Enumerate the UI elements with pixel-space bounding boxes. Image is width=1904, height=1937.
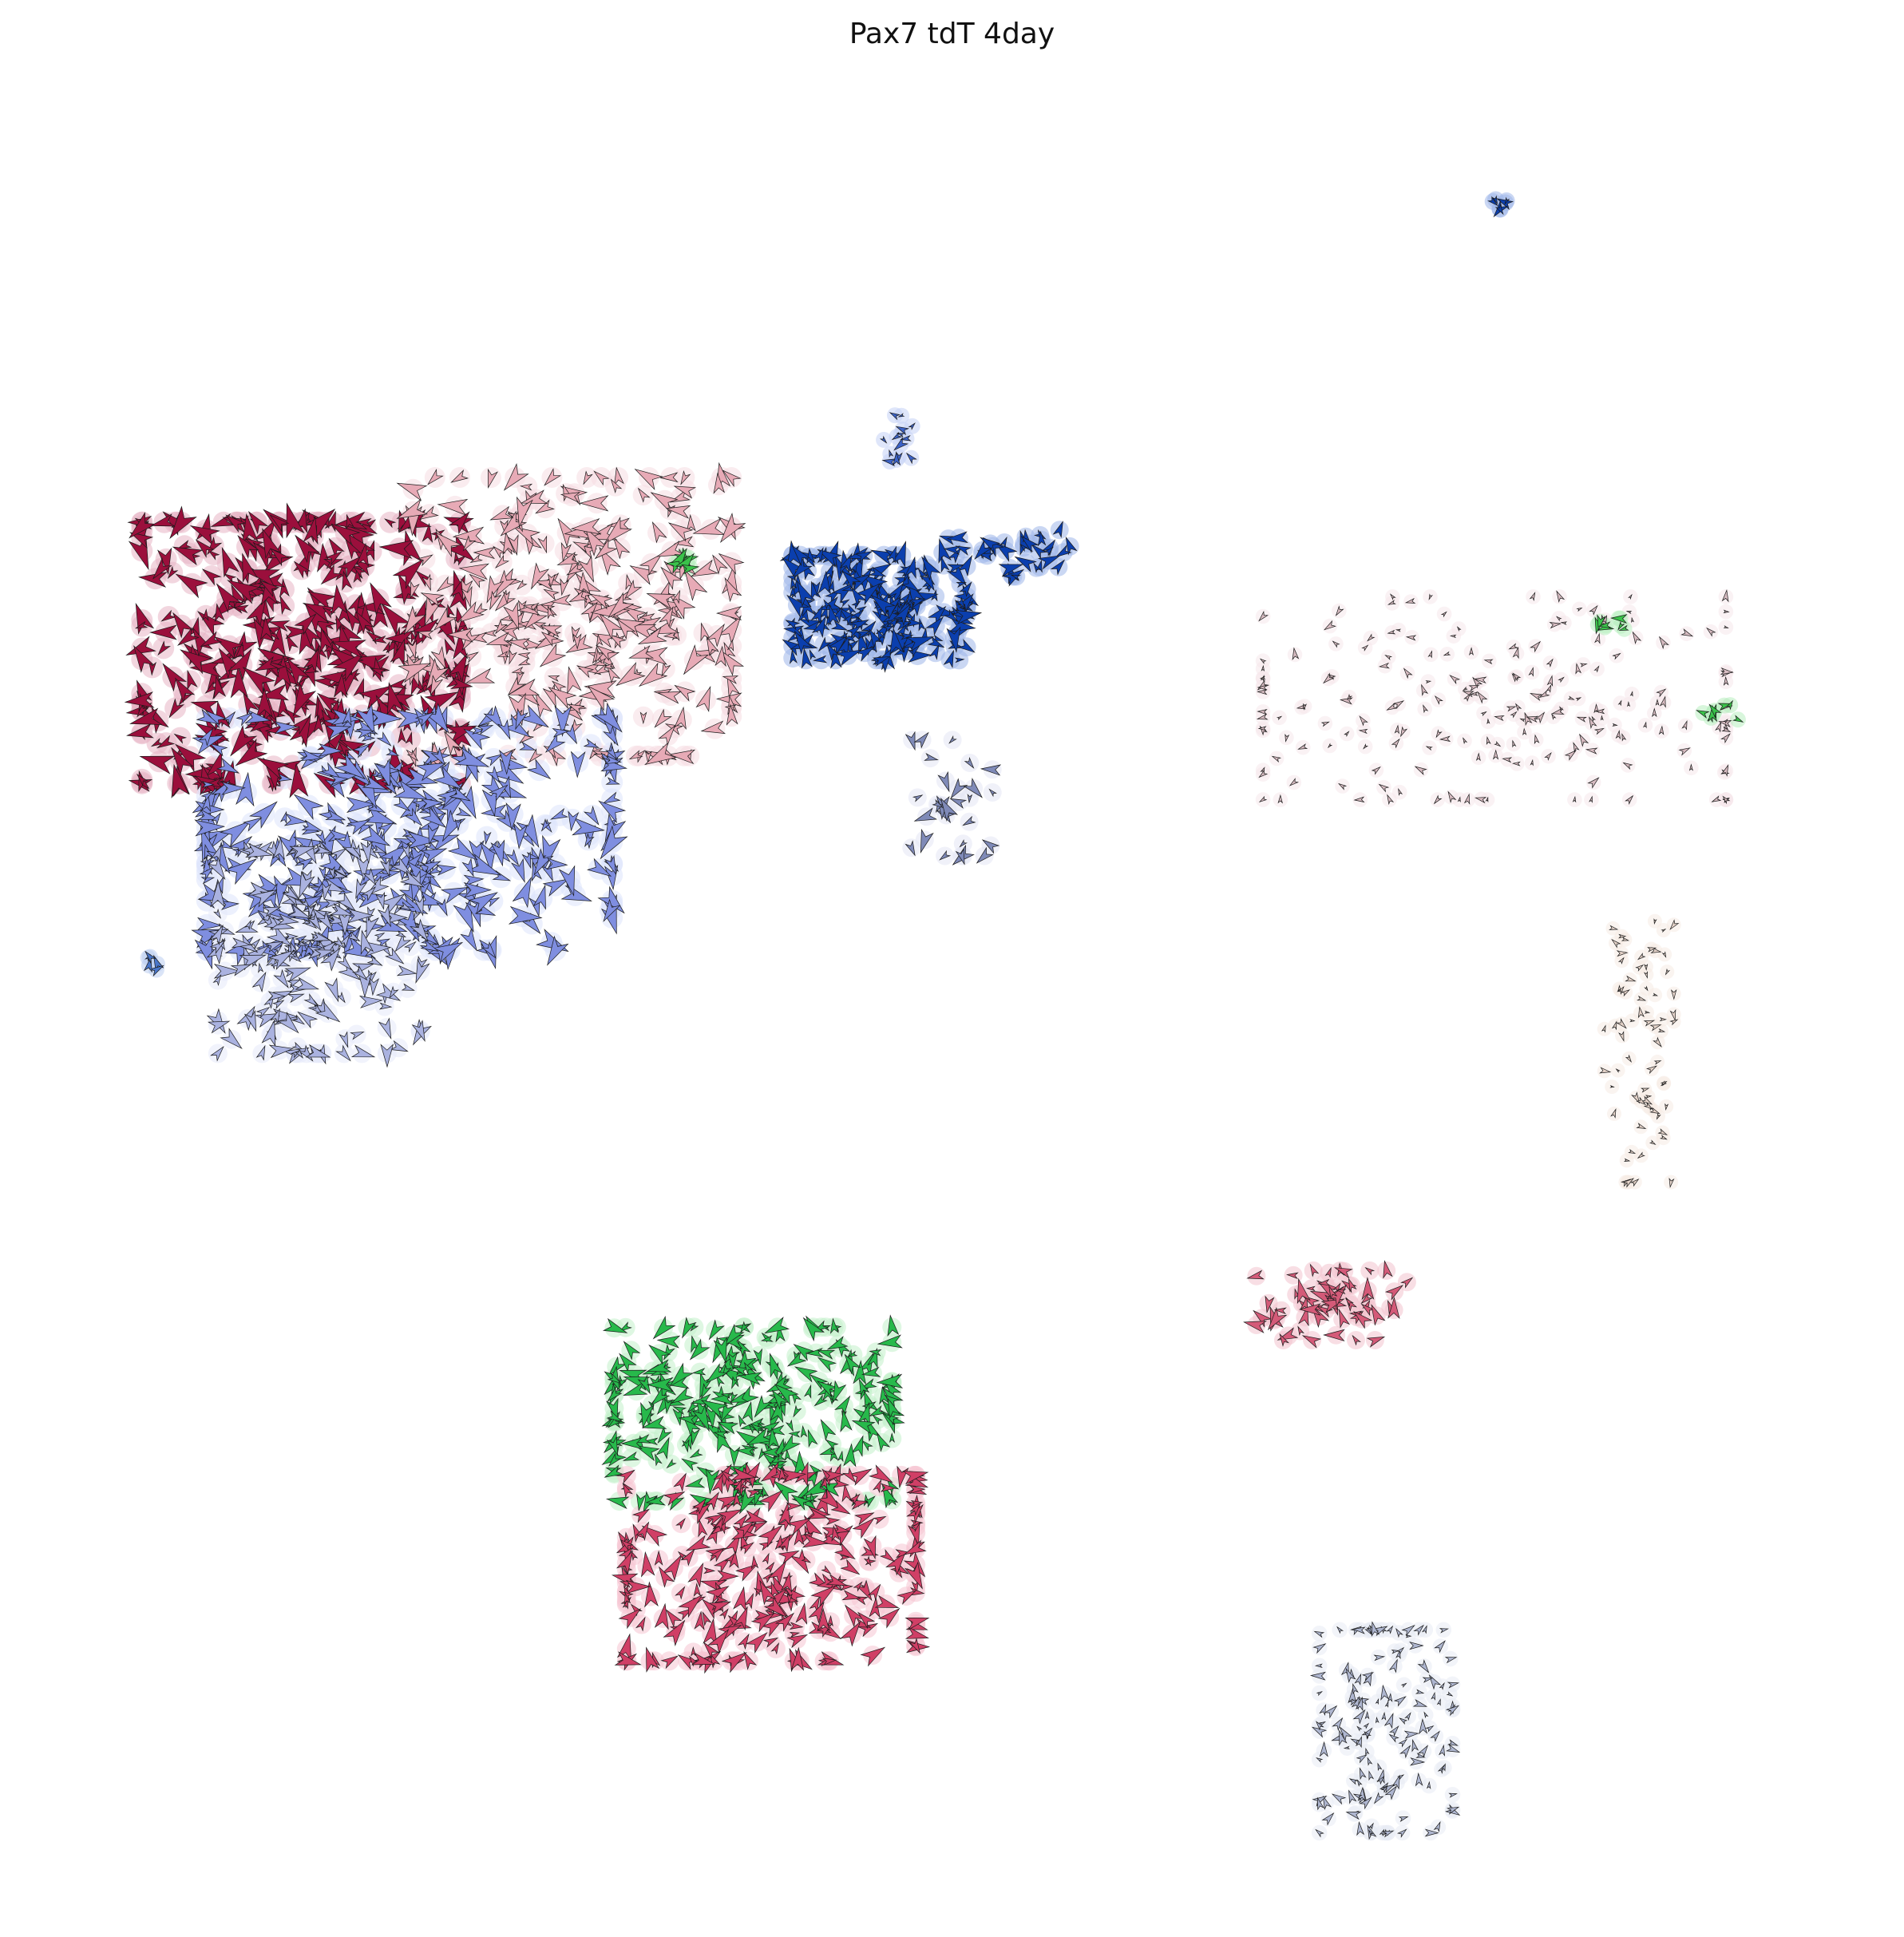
velocity-arrows	[124, 195, 1744, 1840]
cell-halos	[131, 191, 1746, 1841]
chart-title: Pax7 tdT 4day	[849, 18, 1055, 50]
